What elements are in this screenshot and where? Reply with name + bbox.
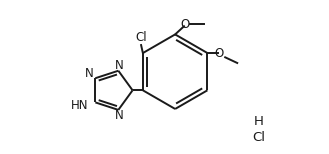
Text: N: N	[115, 109, 123, 122]
Text: O: O	[180, 18, 190, 31]
Text: N: N	[115, 59, 123, 72]
Text: HN: HN	[71, 99, 88, 112]
Text: O: O	[214, 47, 223, 60]
Text: H: H	[254, 115, 264, 128]
Text: Cl: Cl	[252, 131, 265, 144]
Text: N: N	[85, 67, 94, 80]
Text: Cl: Cl	[135, 31, 147, 44]
